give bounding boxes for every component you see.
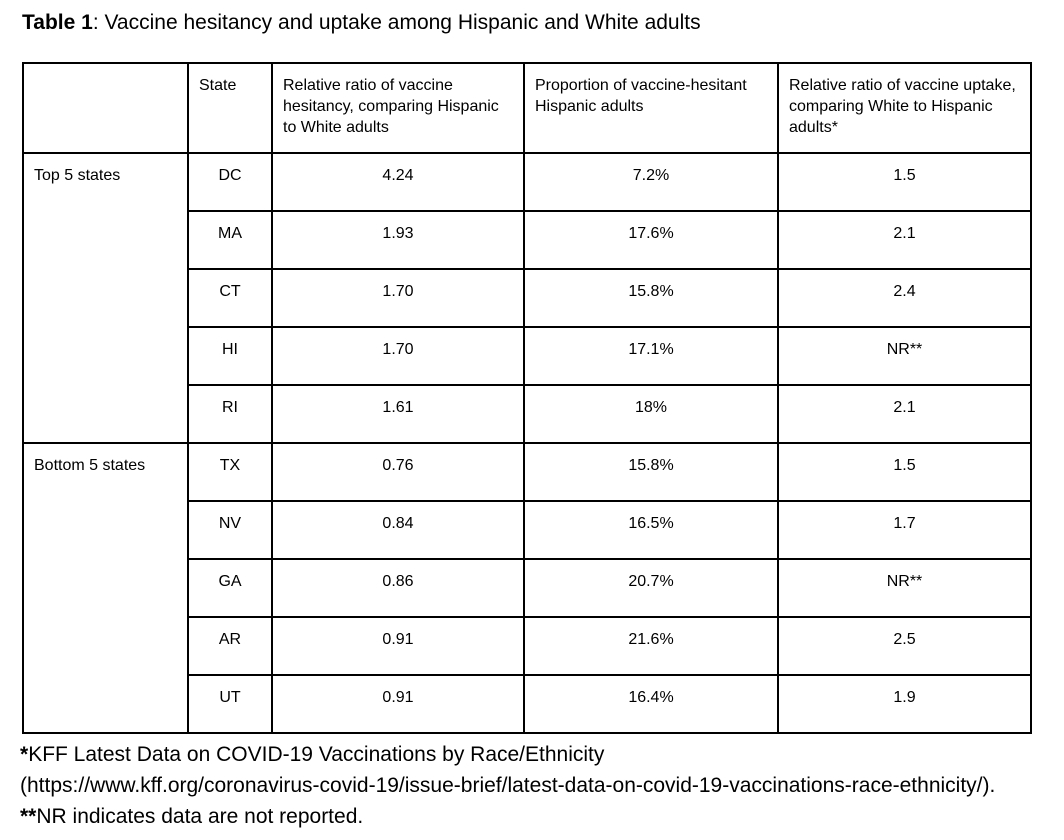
footnote-nr-text: NR indicates data are not reported. — [36, 805, 364, 828]
state-cell: MA — [187, 210, 273, 270]
state-cell: GA — [187, 558, 273, 618]
hesitant-proportion-cell: 21.6% — [523, 616, 779, 676]
footnote: *KFF Latest Data on COVID-19 Vaccination… — [20, 739, 1012, 832]
column-header-group — [22, 62, 189, 154]
state-cell: NV — [187, 500, 273, 560]
table-caption: Table 1: Vaccine hesitancy and uptake am… — [22, 9, 1042, 37]
uptake-ratio-cell: 1.5 — [777, 442, 1032, 502]
hesitancy-ratio-cell: 4.24 — [271, 152, 525, 212]
uptake-ratio-cell: 2.1 — [777, 210, 1032, 270]
hesitancy-ratio-cell: 0.84 — [271, 500, 525, 560]
table-row: RI 1.61 18% 2.1 — [23, 384, 1032, 444]
hesitancy-ratio-cell: 1.70 — [271, 268, 525, 328]
table-header-row: State Relative ratio of vaccine hesitanc… — [22, 62, 1032, 154]
state-cell: AR — [187, 616, 273, 676]
table-row: NV 0.84 16.5% 1.7 — [23, 500, 1032, 560]
uptake-ratio-cell: 2.5 — [777, 616, 1032, 676]
uptake-ratio-cell: 1.7 — [777, 500, 1032, 560]
table-row: Top 5 states DC 4.24 7.2% 1.5 — [22, 152, 1032, 444]
hesitancy-ratio-cell: 0.91 — [271, 616, 525, 676]
hesitant-proportion-cell: 7.2% — [523, 152, 779, 212]
hesitant-proportion-cell: 16.5% — [523, 500, 779, 560]
table-row: HI 1.70 17.1% NR** — [23, 326, 1032, 386]
hesitant-proportion-cell: 16.4% — [523, 674, 779, 734]
table-row: AR 0.91 21.6% 2.5 — [23, 616, 1032, 676]
state-cell: DC — [187, 152, 273, 212]
footnote-url-nr-line: (https://www.kff.org/coronavirus-covid-1… — [20, 770, 1012, 832]
table-row: Bottom 5 states TX 0.76 15.8% 1.5 — [22, 442, 1032, 734]
uptake-ratio-cell: 1.9 — [777, 674, 1032, 734]
vaccine-hesitancy-table: State Relative ratio of vaccine hesitanc… — [22, 62, 1032, 734]
uptake-ratio-cell: NR** — [777, 558, 1032, 618]
table-row: MA 1.93 17.6% 2.1 — [23, 210, 1032, 270]
row-group-top-5-label: Top 5 states — [22, 152, 189, 444]
footnote-source-text: KFF Latest Data on COVID-19 Vaccinations… — [28, 743, 605, 766]
hesitant-proportion-cell: 17.6% — [523, 210, 779, 270]
state-cell: RI — [187, 384, 273, 444]
hesitancy-ratio-cell: 0.86 — [271, 558, 525, 618]
column-header-hesitancy-ratio: Relative ratio of vaccine hesitancy, com… — [271, 62, 525, 154]
hesitant-proportion-cell: 15.8% — [523, 442, 779, 502]
uptake-ratio-cell: 2.4 — [777, 268, 1032, 328]
hesitant-proportion-cell: 17.1% — [523, 326, 779, 386]
column-header-state: State — [187, 62, 273, 154]
hesitancy-ratio-cell: 1.93 — [271, 210, 525, 270]
hesitancy-ratio-cell: 0.91 — [271, 674, 525, 734]
table-row: CT 1.70 15.8% 2.4 — [23, 268, 1032, 328]
table-caption-label: Table 1 — [22, 11, 93, 34]
hesitancy-ratio-cell: 1.70 — [271, 326, 525, 386]
table-row: GA 0.86 20.7% NR** — [23, 558, 1032, 618]
hesitant-proportion-cell: 20.7% — [523, 558, 779, 618]
footnote-source-line: *KFF Latest Data on COVID-19 Vaccination… — [20, 739, 1012, 770]
footnote-asterisk-marker: * — [20, 743, 29, 766]
uptake-ratio-cell: NR** — [777, 326, 1032, 386]
column-header-uptake-ratio: Relative ratio of vaccine uptake, compar… — [777, 62, 1032, 154]
uptake-ratio-cell: 2.1 — [777, 384, 1032, 444]
state-cell: HI — [187, 326, 273, 386]
row-group-bottom-5-label: Bottom 5 states — [22, 442, 189, 734]
hesitancy-ratio-cell: 0.76 — [271, 442, 525, 502]
state-cell: TX — [187, 442, 273, 502]
table-caption-text: : Vaccine hesitancy and uptake among His… — [92, 11, 701, 34]
hesitancy-ratio-cell: 1.61 — [271, 384, 525, 444]
state-cell: UT — [187, 674, 273, 734]
footnote-url-text: (https://www.kff.org/coronavirus-covid-1… — [20, 774, 996, 797]
hesitant-proportion-cell: 15.8% — [523, 268, 779, 328]
state-cell: CT — [187, 268, 273, 328]
column-header-hesitant-proportion: Proportion of vaccine-hesitant Hispanic … — [523, 62, 779, 154]
table-row: UT 0.91 16.4% 1.9 — [23, 674, 1032, 734]
footnote-double-asterisk-marker: ** — [20, 805, 37, 828]
hesitant-proportion-cell: 18% — [523, 384, 779, 444]
uptake-ratio-cell: 1.5 — [777, 152, 1032, 212]
